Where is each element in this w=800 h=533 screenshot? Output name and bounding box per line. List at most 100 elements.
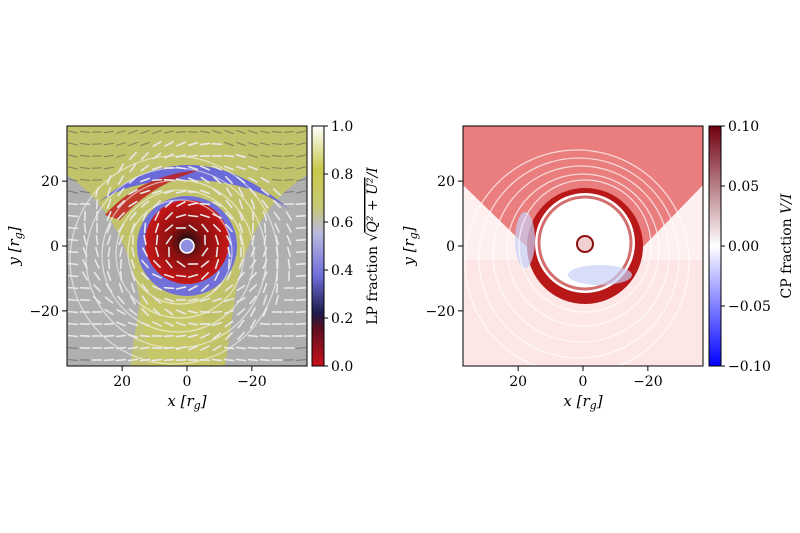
polarization-tick [128,189,138,195]
polarization-tick [127,346,139,350]
polarization-tick [106,175,112,185]
polarization-tick [250,198,256,210]
polarization-tick [142,247,148,257]
polarization-tick [68,190,78,194]
polarization-ticks-dark [68,129,306,361]
polarization-tick [107,246,111,258]
polarization-tick [106,223,112,233]
polarization-tick [176,309,186,315]
polarization-tick [201,223,209,233]
polarization-tick [262,294,268,306]
polarization-tick [165,235,173,245]
polarization-tick [119,246,123,258]
lp-colorbar-ticks: 0.0 0.2 0.4 0.6 0.8 1.0 [324,119,353,375]
cp-colorbar-tick-label: 0.00 [728,239,759,255]
polarization-tick [106,270,112,282]
polarization-tick [260,154,270,158]
polarization-tick [296,166,306,170]
polarization-tick [139,321,151,327]
polarization-tick [223,297,235,303]
polarization-tick [239,234,243,246]
polarization-tick [249,187,257,197]
polarization-tick [287,246,291,258]
polarization-tick [295,286,307,290]
polarization-tick [80,166,90,170]
cp-colorbar-ticks: −0.10 −0.05 0.00 0.05 0.10 [721,119,771,375]
lp-photon-rings [69,155,279,365]
polarization-tick [152,308,162,316]
polarization-tick [223,358,235,362]
lp-xlabel: x [rg] [167,392,206,412]
polarization-tick [223,309,235,315]
polarization-tick [141,259,149,269]
polarization-tick [104,296,114,304]
polarization-tick [236,129,246,135]
polarization-tick [115,358,127,362]
polarization-tick [116,200,126,208]
polarization-tick [212,130,222,134]
polarization-tick [225,199,233,209]
polarization-tick [224,141,234,147]
polarization-tick [129,151,137,161]
polarization-tick [236,308,246,316]
polarization-tick [103,346,115,350]
polarization-tick [175,286,187,290]
polarization-tick [143,222,147,234]
polarization-tick [67,334,79,338]
polarization-tick [187,310,199,314]
polarization-tick [95,246,99,258]
polarization-tick [95,234,99,246]
polarization-tick [68,154,78,158]
polarization-tick [272,155,282,157]
polarization-tick [262,246,268,258]
polarization-tick [248,177,258,183]
polarization-tick [187,298,199,302]
polarization-tick [214,271,220,281]
polarization-tick [187,142,199,146]
polarization-tick [272,131,282,133]
lp-colorbar-tick-label: 0.8 [331,167,353,183]
polarization-tick [176,201,186,207]
polarization-tick [235,154,247,158]
polarization-tick [213,283,221,293]
polarization-tick [117,211,125,221]
polarization-tick [249,319,257,329]
polarization-tick [237,319,245,329]
polarization-tick [164,200,174,208]
polarization-tick [116,321,126,327]
polarization-tick [164,224,174,232]
polarization-tick [164,153,174,159]
polarization-tick [67,262,79,266]
lp-colorbar-tick-label: 0.4 [331,263,353,279]
cp-ytick-label: −20 [425,304,455,320]
polarization-tick [175,166,187,170]
polarization-tick [140,200,150,208]
polarization-tick [262,259,268,269]
cp-xtick-label: −20 [633,374,663,390]
polarization-tick [130,270,136,282]
polarization-tick [116,130,126,134]
polarization-tick [259,322,271,326]
polarization-tick [238,198,244,210]
polarization-tick [262,210,268,222]
polarization-tick [286,223,292,233]
cp-xtick-label: 20 [509,374,527,390]
polarization-tick [273,200,281,208]
polarization-tick [119,270,123,282]
polarization-tick [141,295,149,305]
polarization-tick [175,274,187,278]
polarization-tick [295,274,307,278]
lp-xtick-label: 0 [183,374,192,390]
polarization-tick [224,212,234,220]
cp-colorbar-tick-label: −0.05 [728,299,771,315]
polarization-tick [260,142,270,146]
polarization-tick [164,141,174,147]
polarization-tick [68,347,78,349]
lp-xtick-label: 20 [113,374,131,390]
polarization-tick [130,295,136,305]
polarization-tick [67,202,79,206]
polarization-tick [200,284,210,292]
polarization-tick [106,186,112,198]
polarization-tick [139,358,151,362]
